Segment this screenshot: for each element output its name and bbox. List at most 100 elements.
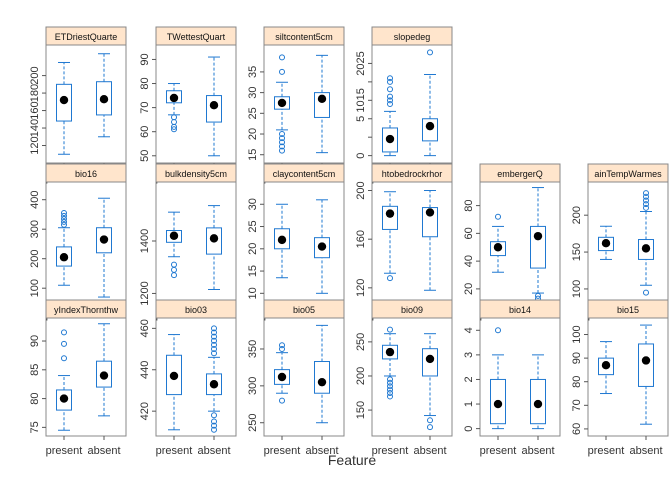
y-tick-label: 120: [355, 279, 367, 297]
box-absent: [206, 325, 222, 433]
panel-frame: [371, 317, 453, 437]
strip-title: bio09: [401, 305, 423, 315]
y-tick-label: 250: [355, 333, 367, 351]
y-tick-label: 150: [355, 401, 367, 419]
outlier-point: [211, 346, 217, 353]
outlier-point: [279, 131, 285, 138]
outlier-point: [387, 275, 393, 282]
outlier-point: [61, 355, 67, 362]
outlier-point: [279, 397, 285, 404]
median-dot: [493, 243, 503, 252]
median-dot: [59, 394, 69, 403]
y-tick-label: 120: [29, 136, 41, 154]
panel-frame: [263, 317, 345, 437]
panel-frame: [45, 181, 127, 301]
panel-4: bio16100200300400presentabsent: [29, 163, 127, 321]
median-dot: [425, 121, 435, 131]
outlier-point: [211, 325, 217, 332]
box-present: [382, 191, 398, 282]
y-tick-label: 15: [247, 149, 259, 161]
panel-frame: [479, 317, 561, 437]
outlier-point: [427, 49, 433, 56]
median-dot: [59, 95, 69, 105]
box-absent: [96, 323, 112, 417]
y-tick-label: 90: [571, 352, 583, 364]
outlier-point: [535, 292, 541, 299]
median-dot: [209, 234, 219, 243]
y-tick-label: 80: [29, 392, 41, 404]
y-tick-label: 60: [571, 423, 583, 435]
iqr-box: [598, 357, 614, 376]
strip-title: ainTempWarmes: [594, 169, 662, 179]
iqr-box: [598, 236, 614, 252]
strip-title: slopedeg: [394, 32, 431, 42]
y-tick-label: 75: [29, 421, 41, 433]
outlier-point: [387, 97, 393, 104]
outlier-point: [643, 190, 649, 197]
outlier-point: [427, 417, 433, 424]
panel-frame: [263, 181, 345, 301]
outlier-point: [643, 204, 649, 211]
y-tick-label: 1200: [139, 281, 151, 305]
panel-frame: [371, 181, 453, 301]
y-tick-label: 80: [139, 77, 151, 89]
iqr-box: [314, 237, 330, 259]
y-tick-label: 420: [139, 402, 151, 420]
box-present: [56, 329, 72, 431]
y-tick-label: 70: [571, 399, 583, 411]
x-category-label: absent: [413, 445, 446, 457]
panel-8: embergerQ20406080presentabsent: [463, 163, 561, 321]
outlier-point: [495, 213, 501, 220]
iqr-box: [314, 361, 330, 394]
outlier-point: [387, 75, 393, 82]
iqr-box: [638, 239, 654, 260]
strip-title: ETDriestQuarte: [55, 32, 118, 42]
outlier-point: [387, 93, 393, 100]
iqr-box: [422, 207, 438, 238]
outlier-point: [387, 78, 393, 85]
outlier-point: [279, 68, 285, 75]
y-tick-label: 40: [463, 255, 475, 267]
y-tick-label: 100: [29, 279, 41, 297]
panel-10: yIndexThornthw 75 80 85 90 present absent: [29, 299, 127, 457]
box-absent: [422, 190, 438, 291]
median-dot: [493, 399, 503, 409]
outlier-point: [427, 424, 433, 431]
box-present: [598, 225, 614, 260]
iqr-box: [490, 378, 506, 425]
panel-frame: [263, 44, 345, 164]
y-tick-label: 2025: [355, 51, 367, 75]
panel-frame: [155, 317, 237, 437]
iqr-box: [382, 127, 398, 153]
outlier-point: [171, 126, 177, 133]
box-absent: [422, 333, 438, 431]
strip-title: embergerQ: [497, 169, 543, 179]
iqr-box: [56, 246, 72, 267]
median-dot: [641, 244, 651, 253]
median-dot: [169, 93, 179, 103]
strip-title: bio15: [617, 305, 639, 315]
y-tick-label: 440: [139, 361, 151, 379]
panel-1: TWettestQuart5060708090presentabsent: [139, 26, 237, 184]
box-absent: [530, 354, 546, 430]
outlier-point: [211, 350, 217, 357]
strip-title: bio05: [293, 305, 315, 315]
y-tick-label: 70: [139, 101, 151, 113]
outlier-point: [387, 386, 393, 393]
y-tick-label: 160: [29, 101, 41, 119]
iqr-box: [274, 228, 290, 250]
outlier-point: [387, 390, 393, 397]
panel-frame: [45, 317, 127, 437]
y-tick-label: 300: [247, 377, 259, 395]
iqr-box: [314, 92, 330, 118]
y-tick-label: 85: [29, 364, 41, 376]
x-category-label: absent: [629, 445, 662, 457]
y-tick-label: 80: [571, 376, 583, 388]
y-tick-label: 180: [29, 84, 41, 102]
box-present: [598, 341, 614, 395]
panel-12: bio05 250 300 350 present absent: [247, 299, 345, 457]
y-tick-label: 300: [29, 220, 41, 238]
median-dot: [533, 231, 543, 241]
panel-frame: [587, 317, 669, 437]
outlier-point: [387, 379, 393, 386]
